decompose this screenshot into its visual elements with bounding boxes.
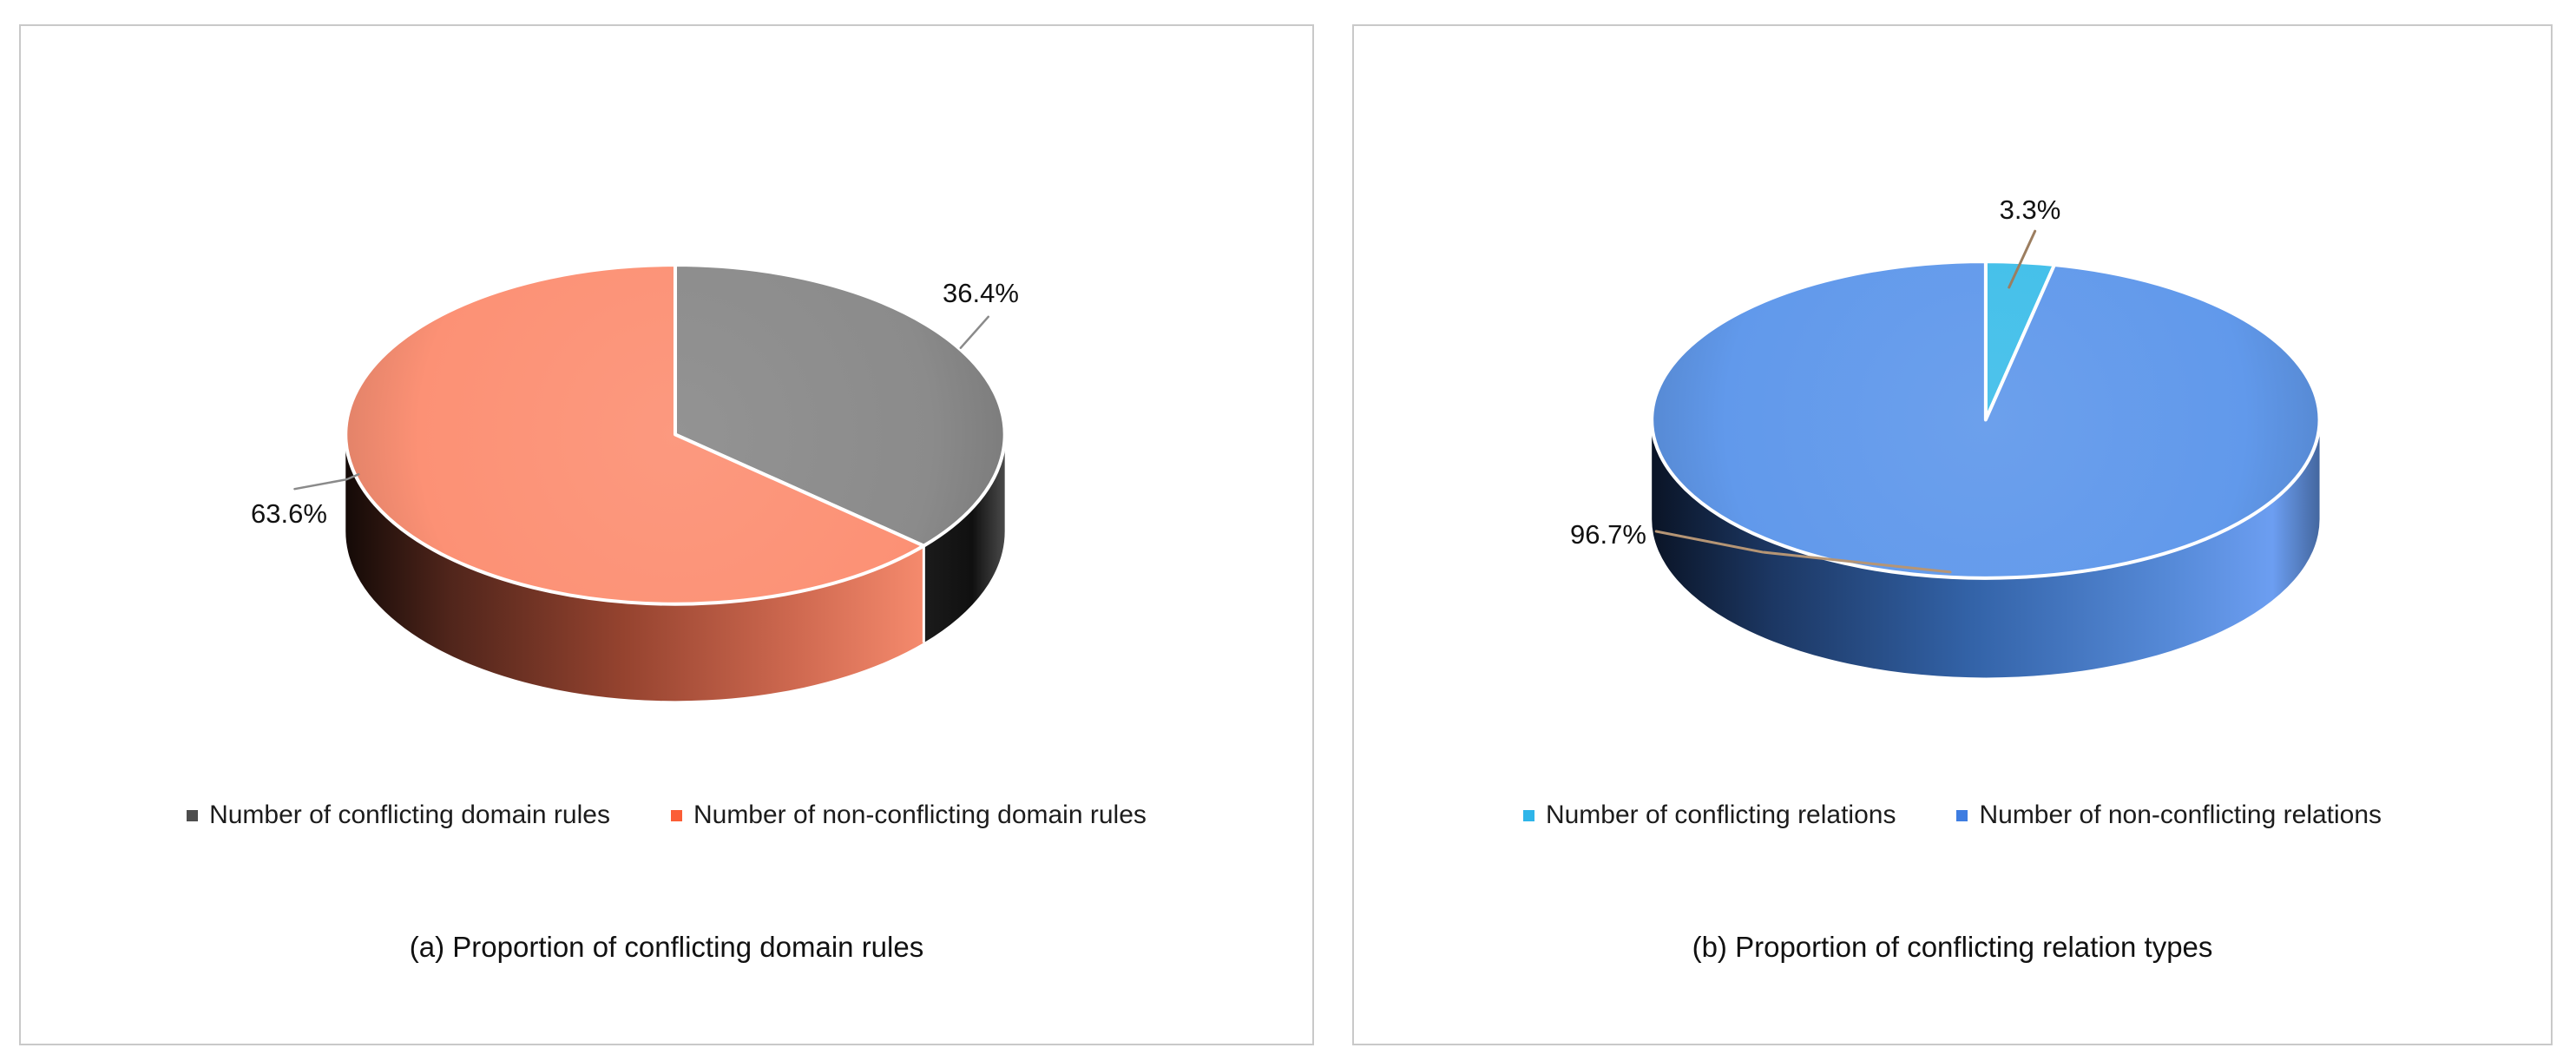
pie-chart-b — [1650, 229, 2322, 678]
legend-label: Number of non-conflicting relations — [1979, 801, 2382, 829]
label-leader-line — [959, 315, 989, 349]
legend-label: Number of conflicting relations — [1545, 801, 1896, 829]
legend-label: Number of non-conflicting domain rules — [693, 801, 1147, 829]
pie-slice-1 — [344, 263, 926, 606]
pie-wall-1 — [1652, 419, 2320, 678]
legend-item-nonconflicting-rules: Number of non-conflicting domain rules — [670, 801, 1147, 830]
slice-label-conflicting-rules: 36.4% — [943, 278, 1019, 308]
legend-swatch-nonconflicting-rules — [670, 809, 682, 821]
pie-wall-1 — [345, 434, 924, 702]
legend-item-conflicting-relations: Number of conflicting relations — [1522, 801, 1896, 830]
legend-item-nonconflicting-relations: Number of non-conflicting relations — [1956, 801, 2382, 830]
label-leader-line — [2008, 229, 2037, 289]
slice-label-nonconflicting-relations: 96.7% — [1570, 519, 1646, 550]
legend-item-conflicting-rules: Number of conflicting domain rules — [187, 801, 610, 830]
slice-label-nonconflicting-rules: 63.6% — [251, 498, 327, 529]
pie-slice-1 — [1650, 260, 2322, 580]
legend-swatch-conflicting-rules — [187, 809, 199, 821]
legend-b: Number of conflicting relations Number o… — [1354, 801, 2551, 830]
legend-swatch-conflicting-relations — [1522, 809, 1534, 821]
label-leader-line — [1654, 530, 1952, 574]
caption-b: (b) Proportion of conflicting relation t… — [1692, 931, 2213, 963]
legend-swatch-nonconflicting-relations — [1956, 809, 1968, 821]
pie-chart-a — [293, 263, 1007, 702]
pie-wall-0 — [923, 434, 1005, 643]
label-leader-line — [293, 472, 360, 491]
caption-a: (a) Proportion of conflicting domain rul… — [409, 931, 924, 963]
legend-label: Number of conflicting domain rules — [209, 801, 610, 829]
legend-a: Number of conflicting domain rules Numbe… — [21, 801, 1312, 830]
pie-slice-0 — [673, 263, 1007, 548]
slice-label-conflicting-relations: 3.3% — [1999, 194, 2061, 225]
panel-b: 3.3% 96.7% Number of conflicting relatio… — [1352, 24, 2553, 1045]
panel-a: 36.4% 63.6% Number of conflicting domain… — [19, 24, 1314, 1045]
